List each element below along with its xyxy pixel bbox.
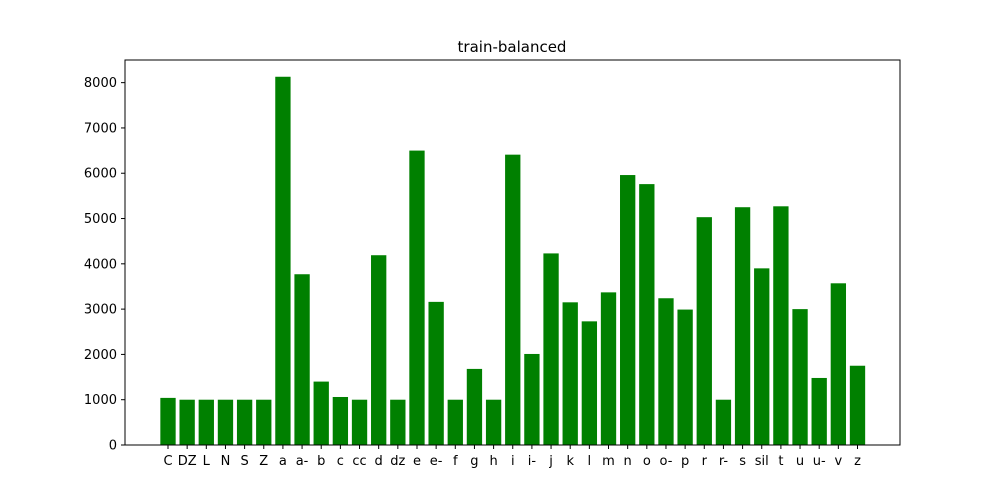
bar-r xyxy=(696,217,712,445)
x-tick-label: r xyxy=(702,454,708,469)
x-tick-label: dz xyxy=(390,454,405,469)
bar-s xyxy=(734,207,751,445)
y-axis: 0 1000 2000 3000 4000 5000 6000 7000 8000 xyxy=(84,76,125,454)
bar-h xyxy=(485,399,502,445)
x-tick-label: Z xyxy=(259,454,268,469)
x-tick-label: b xyxy=(317,454,325,469)
bar-C xyxy=(160,397,176,445)
x-tick-label: g xyxy=(470,454,478,469)
bar-i- xyxy=(524,353,540,445)
bar-l xyxy=(581,321,598,445)
x-tick-label: n xyxy=(624,454,632,469)
bar-N xyxy=(217,399,234,445)
bar-k xyxy=(562,302,578,445)
bar-dz xyxy=(390,399,406,445)
x-tick-label: f xyxy=(453,454,458,469)
x-tick-label: a- xyxy=(296,454,309,469)
bar-DZ xyxy=(179,399,195,445)
bar-z xyxy=(849,365,866,445)
x-tick-label: S xyxy=(240,454,248,469)
bar-i xyxy=(505,154,521,445)
y-tick-label: 4000 xyxy=(84,257,117,272)
x-tick-label: a xyxy=(279,454,287,469)
bar-sil xyxy=(754,268,770,445)
x-tick-label: j xyxy=(548,454,553,469)
x-tick-label: p xyxy=(681,454,689,469)
bar-v xyxy=(830,283,847,445)
x-tick-label: N xyxy=(221,454,231,469)
y-tick-label: 8000 xyxy=(84,76,117,91)
bar-Z xyxy=(256,399,272,445)
x-tick-label: z xyxy=(854,454,861,469)
chart-title: train-balanced xyxy=(458,38,567,56)
x-tick-label: h xyxy=(489,454,497,469)
x-tick-label: e xyxy=(413,454,421,469)
bar-f xyxy=(447,399,463,445)
bar-a xyxy=(275,76,291,445)
x-tick-label: C xyxy=(163,454,172,469)
x-tick-label: o xyxy=(643,454,651,469)
x-tick-label: m xyxy=(602,454,615,469)
bar-j xyxy=(543,253,559,445)
bar-g xyxy=(466,368,483,445)
x-tick-label: t xyxy=(778,454,783,469)
plot-frame xyxy=(124,59,901,446)
x-tick-label: c xyxy=(337,454,344,469)
bar-p xyxy=(677,309,693,445)
x-tick-label: d xyxy=(375,454,383,469)
x-tick-label: o- xyxy=(660,454,673,469)
y-tick-label: 3000 xyxy=(84,303,117,318)
bar-t xyxy=(773,206,789,445)
y-tick-label: 1000 xyxy=(84,393,117,408)
x-tick-label: k xyxy=(566,454,574,469)
bar-e xyxy=(409,150,425,445)
y-tick-label: 6000 xyxy=(84,167,117,182)
x-tick-label: v xyxy=(834,454,842,469)
x-tick-label: r- xyxy=(719,454,729,469)
x-tick-label: sil xyxy=(755,454,769,469)
x-tick-label: s xyxy=(739,454,746,469)
x-tick-label: i xyxy=(511,454,515,469)
y-tick-label: 5000 xyxy=(84,212,117,227)
bar-S xyxy=(236,399,253,445)
bar-r- xyxy=(715,399,732,445)
x-tick-label: u xyxy=(796,454,804,469)
x-tick-label: i- xyxy=(528,454,537,469)
x-tick-label: DZ xyxy=(178,454,197,469)
bar-cc xyxy=(351,399,368,445)
y-tick-label: 2000 xyxy=(84,348,117,363)
x-tick-label: e- xyxy=(430,454,443,469)
bar-c xyxy=(332,396,349,445)
bar-u- xyxy=(811,377,827,445)
bar-d xyxy=(371,255,387,445)
bars-group xyxy=(160,76,866,446)
x-tick-label: cc xyxy=(352,454,366,469)
bar-a- xyxy=(294,274,310,445)
y-tick-label: 7000 xyxy=(84,121,117,136)
bar-n xyxy=(620,175,636,446)
bar-m xyxy=(600,292,617,445)
bar-e- xyxy=(428,301,444,445)
bar-o- xyxy=(658,298,674,445)
y-tick-label: 0 xyxy=(109,439,117,454)
bar-u xyxy=(792,309,808,445)
x-tick-label: l xyxy=(588,454,592,469)
bar-L xyxy=(198,399,214,445)
x-tick-label: L xyxy=(203,454,211,469)
bar-b xyxy=(313,381,329,445)
bar-o xyxy=(639,184,655,446)
x-tick-label: u- xyxy=(813,454,826,469)
